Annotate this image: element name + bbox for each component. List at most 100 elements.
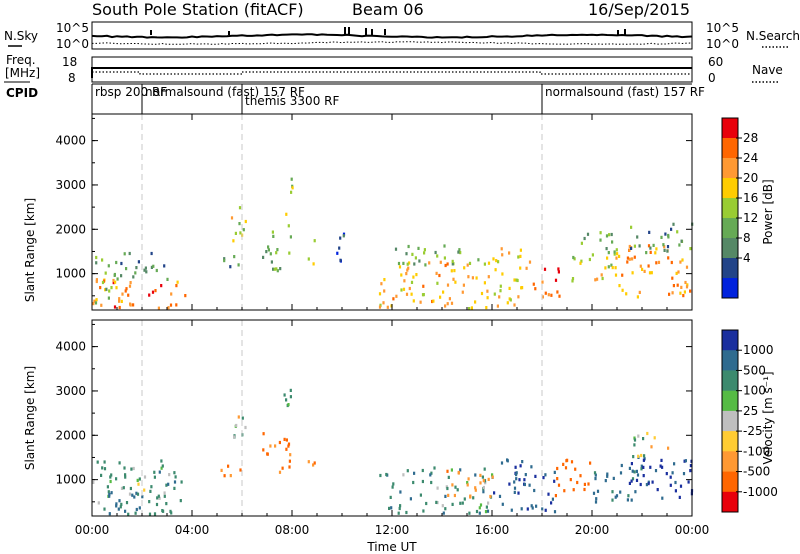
- power-cell: [610, 232, 613, 237]
- power-cell: [451, 262, 454, 266]
- power-colorbar-tick-label: 24: [743, 151, 758, 165]
- power-cell: [601, 276, 604, 281]
- power-cell: [267, 248, 270, 252]
- power-cell: [547, 293, 550, 297]
- power-cell: [443, 244, 446, 248]
- velocity-cell: [508, 482, 511, 486]
- power-cell: [275, 251, 278, 255]
- velocity-cell: [167, 482, 170, 486]
- power-colorbar-tick-label: 12: [743, 211, 758, 225]
- velocity-cell: [661, 496, 664, 500]
- velocity-cell: [459, 468, 462, 472]
- power-cell: [410, 292, 413, 296]
- power-cell: [613, 250, 616, 254]
- power-cell: [554, 278, 558, 282]
- power-cell: [129, 281, 132, 285]
- velocity-cell: [109, 479, 112, 484]
- power-cell: [626, 260, 629, 264]
- velocity-cell: [160, 459, 163, 463]
- nsky-label: N.Sky: [4, 29, 38, 43]
- velocity-cell: [611, 498, 614, 502]
- velocity-cell: [530, 504, 533, 508]
- power-cell: [412, 299, 415, 303]
- power-cell: [424, 263, 427, 267]
- power-cell: [120, 274, 123, 278]
- power-cell: [648, 271, 652, 275]
- power-cell: [607, 251, 610, 255]
- velocity-cell: [223, 474, 226, 478]
- velocity-cell: [451, 502, 454, 506]
- velocity-cell: [419, 493, 422, 497]
- velocity-colorbar-frame: [721, 329, 739, 513]
- velocity-cell: [163, 494, 166, 498]
- power-cell: [667, 256, 670, 260]
- power-cell: [121, 292, 124, 296]
- velocity-cell: [660, 458, 663, 462]
- velocity-cell: [120, 486, 124, 490]
- power-cell: [678, 243, 681, 247]
- power-cell: [407, 266, 410, 270]
- power-cell: [271, 230, 274, 234]
- velocity-cell: [604, 479, 607, 483]
- velocity-cell: [103, 460, 106, 464]
- power-cell: [508, 251, 511, 255]
- power-cell: [580, 241, 583, 245]
- velocity-cell: [482, 479, 485, 483]
- velocity-cell: [500, 461, 504, 465]
- power-cell: [544, 291, 547, 295]
- power-cell: [649, 246, 652, 250]
- power-cell: [383, 289, 386, 293]
- power-panel: 1000 2000 3000 4000 Slant Range [km] 28 24 20…: [23, 113, 775, 311]
- power-cell: [681, 258, 684, 262]
- velocity-cell: [441, 504, 444, 508]
- velocity-cell: [487, 501, 490, 505]
- velocity-cell: [506, 459, 509, 463]
- x-tick-label: 08:00: [275, 523, 310, 537]
- velocity-cell: [642, 474, 645, 478]
- velocity-cell: [179, 499, 182, 503]
- power-cell: [501, 272, 504, 276]
- velocity-cell: [161, 509, 164, 513]
- velocity-cell: [656, 488, 659, 492]
- velocity-cell: [628, 481, 631, 485]
- velocity-cell: [633, 443, 636, 447]
- power-cell: [114, 280, 117, 284]
- velocity-cell: [637, 434, 640, 438]
- power-cell: [160, 284, 163, 288]
- velocity-cell: [447, 475, 450, 479]
- power-cell: [383, 278, 386, 282]
- power-cell: [630, 225, 633, 229]
- power-cell: [403, 279, 406, 283]
- power-cell: [406, 262, 409, 266]
- power-cell: [444, 304, 447, 308]
- power-cell: [152, 264, 155, 268]
- velocity-cell: [661, 465, 664, 469]
- velocity-cell: [233, 435, 236, 439]
- velocity-cell: [468, 511, 471, 515]
- power-cell: [132, 275, 135, 279]
- power-cell: [509, 298, 512, 302]
- velocity-cell: [402, 473, 405, 477]
- velocity-cell: [569, 478, 572, 482]
- power-colorbar-swatch: [722, 278, 738, 299]
- velocity-cell: [447, 493, 450, 497]
- velocity-colorbar-label: Velocity [m s⁻¹]: [761, 371, 775, 464]
- velocity-cell: [647, 482, 650, 486]
- velocity-cell: [639, 482, 642, 487]
- power-cell: [588, 257, 591, 262]
- velocity-cell: [117, 507, 120, 511]
- velocity-cell: [469, 494, 472, 498]
- power-y-axis: 1000 2000 3000 4000: [55, 117, 692, 297]
- power-cell: [265, 250, 268, 254]
- power-colorbar-swatch: [722, 138, 738, 159]
- power-cell: [666, 245, 670, 249]
- power-cell: [234, 231, 237, 235]
- velocity-cell: [119, 505, 122, 509]
- power-cell: [275, 267, 278, 271]
- power-cell: [380, 282, 383, 286]
- velocity-cell: [288, 459, 291, 463]
- velocity-cell: [595, 497, 598, 501]
- power-cell: [92, 302, 95, 306]
- velocity-cell: [576, 480, 579, 485]
- power-ylabel: Slant Range [km]: [23, 198, 37, 302]
